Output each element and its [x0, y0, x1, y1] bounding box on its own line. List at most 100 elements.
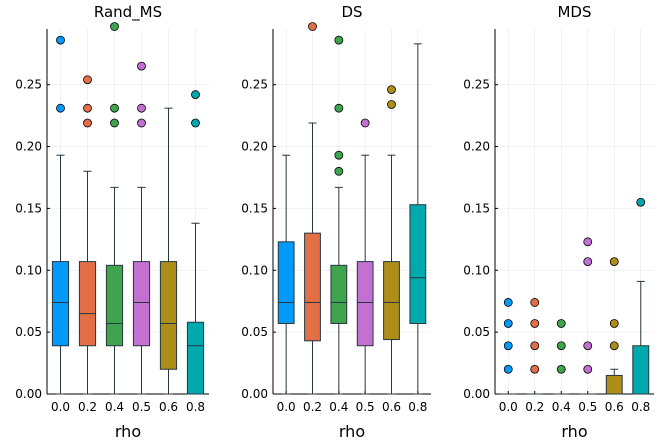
- outlier-point: [530, 341, 540, 351]
- x-tick-label: 0.6: [605, 400, 624, 414]
- outlier-point: [110, 118, 119, 128]
- panel-mds: 0.00 0.05 0.10 0.15 0.20 0.25 0.0 0.2 0.4 0.5 0.6 0…: [463, 3, 654, 441]
- y-tick-label: 0.00: [241, 387, 268, 401]
- outlier-point: [530, 364, 540, 374]
- outlier-point: [334, 150, 344, 160]
- box-0.0: [51, 35, 70, 395]
- x-tick-label: 0.2: [78, 400, 97, 414]
- y-tick-label: 0.00: [15, 387, 42, 401]
- x-axis-label: rho: [561, 422, 587, 441]
- outlier-point: [137, 118, 146, 128]
- y-tick-label: 0.15: [241, 201, 268, 215]
- x-tick-label: 0.5: [578, 400, 597, 414]
- outlier-point: [583, 237, 593, 247]
- box-0.6: [605, 257, 623, 395]
- box-iqr: [159, 261, 178, 370]
- y-tick-label: 0.10: [15, 263, 42, 277]
- y-tick-label: 0.25: [241, 78, 268, 92]
- x-tick-label: 0.0: [51, 400, 70, 414]
- outlier-point: [308, 22, 317, 31]
- y-tick-label: 0.25: [15, 78, 42, 92]
- box-0.8: [186, 90, 205, 395]
- box-iqr: [51, 261, 70, 347]
- outlier-point: [609, 319, 619, 328]
- y-tick-label: 0.05: [241, 325, 268, 339]
- outlier-point: [503, 364, 513, 374]
- box-0.8: [409, 43, 427, 395]
- outlier-point: [56, 35, 65, 45]
- outlier-point: [609, 257, 619, 267]
- x-tick-label: 0.0: [499, 400, 518, 414]
- box-0.4: [553, 319, 570, 395]
- x-tick-label: 0.4: [552, 400, 571, 414]
- outlier-point: [334, 103, 344, 113]
- outlier-point: [83, 118, 92, 128]
- box-iqr: [409, 204, 427, 324]
- box-iqr: [356, 261, 374, 347]
- y-tick-label: 0.05: [15, 325, 42, 339]
- outlier-point: [83, 75, 92, 85]
- x-tick-label: 0.4: [105, 400, 124, 414]
- panel-title: MDS: [557, 3, 591, 21]
- box-iqr: [186, 321, 205, 395]
- y-tick-label: 0.10: [463, 263, 490, 277]
- outlier-point: [609, 341, 619, 351]
- box-0.8: [632, 197, 650, 395]
- x-tick-label: 0.8: [631, 400, 650, 414]
- box-0.6: [383, 85, 400, 395]
- box-0.5: [132, 61, 151, 395]
- x-tick-label: 0.5: [356, 400, 375, 414]
- x-tick-label: 0.6: [159, 400, 178, 414]
- x-tick-label: 0.2: [525, 400, 544, 414]
- y-tick-label: 0.10: [241, 263, 268, 277]
- outlier-point: [556, 364, 566, 374]
- x-tick-label: 0.5: [132, 400, 151, 414]
- x-tick-label: 0.2: [303, 400, 322, 414]
- x-tick-label: 0.8: [186, 400, 205, 414]
- panel-title: Rand_MS: [94, 3, 162, 22]
- box-iqr: [132, 261, 151, 347]
- outlier-point: [137, 103, 146, 113]
- x-axis-label: rho: [115, 422, 141, 441]
- box-0.5: [356, 118, 374, 395]
- outlier-point: [583, 341, 593, 351]
- outlier-point: [387, 85, 396, 95]
- y-tick-label: 0.20: [241, 140, 268, 154]
- y-tick-label: 0.20: [463, 140, 490, 154]
- box-0.2: [78, 75, 97, 395]
- outlier-point: [191, 90, 200, 99]
- outlier-point: [137, 61, 146, 71]
- outlier-point: [191, 118, 200, 128]
- x-tick-label: 0.8: [408, 400, 427, 414]
- box-iqr: [304, 232, 321, 342]
- y-tick-label: 0.05: [463, 325, 490, 339]
- outlier-point: [503, 298, 513, 307]
- outlier-point: [110, 103, 119, 113]
- outlier-point: [636, 197, 646, 207]
- box-0.2: [526, 298, 543, 395]
- box-iqr: [383, 261, 400, 341]
- box-0.4: [105, 22, 124, 395]
- outlier-point: [583, 257, 593, 267]
- outlier-point: [556, 319, 566, 328]
- box-0.6: [159, 107, 178, 395]
- panel-title: DS: [341, 3, 362, 21]
- panel-ds: 0.00 0.05 0.10 0.15 0.20 0.25 0.0 0.2 0.4 0.5 0.6 0…: [241, 3, 431, 441]
- outlier-point: [387, 100, 396, 109]
- outlier-point: [503, 319, 513, 328]
- outlier-point: [56, 103, 65, 113]
- box-0.2: [304, 22, 321, 395]
- panel-rand-ms: 0.00 0.05 0.10 0.15 0.20 0.25 0.0 0.2 0.4 0.5 0.6 0…: [15, 3, 209, 441]
- outlier-point: [530, 319, 540, 328]
- box-0.0: [277, 154, 295, 395]
- box-iqr: [78, 261, 97, 347]
- box-0.5: [579, 237, 596, 395]
- outlier-point: [556, 341, 566, 351]
- outlier-point: [334, 166, 344, 176]
- x-tick-label: 0.0: [277, 400, 296, 414]
- outlier-point: [334, 35, 344, 45]
- y-tick-label: 0.15: [15, 201, 42, 215]
- y-tick-label: 0.00: [463, 387, 490, 401]
